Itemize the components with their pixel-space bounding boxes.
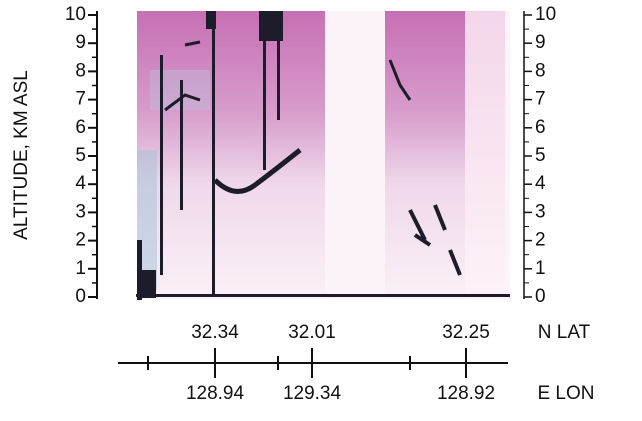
y2-tick-label: 10 — [535, 4, 556, 25]
y2-tick-label: 0 — [535, 286, 546, 307]
y2-tick-label: 1 — [535, 258, 546, 279]
y2-tick-label: 6 — [535, 117, 546, 138]
lat-label: N LAT — [538, 322, 591, 343]
y-tick-label: 10 — [65, 4, 86, 25]
lon-label: E LON — [537, 383, 594, 404]
y-tick-label: 9 — [75, 32, 86, 53]
y2-tick-label: 5 — [535, 145, 546, 166]
y-tick-label: 5 — [75, 145, 86, 166]
y-tick-label: 1 — [75, 258, 86, 279]
y2-tick-label: 2 — [535, 230, 546, 251]
y-tick-label: 7 — [75, 89, 86, 110]
y2-tick-label: 9 — [535, 32, 546, 53]
y-tick-label: 6 — [75, 117, 86, 138]
y-tick-label: 8 — [75, 60, 86, 81]
lat-tick-label: 32.25 — [442, 322, 490, 343]
lon-tick-label: 128.94 — [186, 383, 245, 404]
y-tick-label: 0 — [75, 286, 86, 307]
y2-tick-label: 8 — [535, 60, 546, 81]
lidar-image — [136, 11, 510, 300]
lat-tick-label: 32.34 — [191, 322, 239, 343]
y-tick-label: 2 — [75, 230, 86, 251]
lat-tick-label: 32.01 — [288, 322, 336, 343]
y-tick-label: 4 — [75, 173, 86, 194]
lon-tick-label: 129.34 — [283, 383, 342, 404]
y2-tick-label: 3 — [535, 201, 546, 222]
lon-tick-label: 128.92 — [437, 383, 495, 404]
x-axis — [118, 348, 508, 378]
y-axis-label: ALTITUDE, KM ASL — [11, 70, 32, 240]
y2-tick-label: 7 — [535, 89, 546, 110]
y-tick-label: 3 — [75, 201, 86, 222]
y2-tick-label: 4 — [535, 173, 546, 194]
